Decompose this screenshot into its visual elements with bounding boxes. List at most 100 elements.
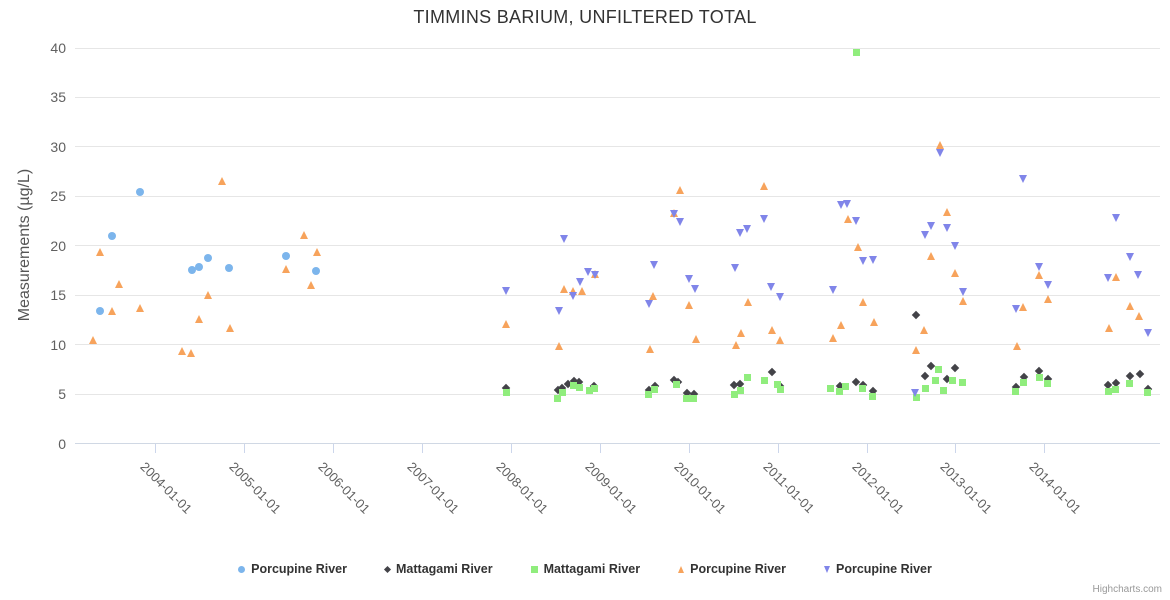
data-point[interactable]: [958, 287, 967, 296]
data-point[interactable]: [774, 380, 782, 388]
data-point[interactable]: [577, 286, 586, 295]
data-point[interactable]: [1035, 270, 1044, 279]
data-point[interactable]: [1012, 342, 1021, 351]
data-point[interactable]: [935, 365, 943, 373]
data-point[interactable]: [760, 214, 769, 223]
highcharts-credits[interactable]: Highcharts.com: [1092, 584, 1162, 595]
data-point[interactable]: [858, 257, 867, 266]
data-point[interactable]: [869, 392, 877, 400]
data-point[interactable]: [1134, 312, 1143, 321]
legend-item-porcupine-river[interactable]: Porcupine River: [824, 562, 932, 576]
data-point[interactable]: [1111, 213, 1120, 222]
data-point[interactable]: [776, 292, 785, 301]
legend-item-mattagami-river[interactable]: Mattagami River: [383, 562, 493, 576]
data-point[interactable]: [1019, 302, 1028, 311]
data-point[interactable]: [1143, 329, 1152, 338]
data-point[interactable]: [1125, 301, 1134, 310]
data-point[interactable]: [828, 334, 837, 343]
data-point[interactable]: [1133, 270, 1142, 279]
data-point[interactable]: [645, 390, 653, 398]
data-point[interactable]: [1043, 280, 1052, 289]
data-point[interactable]: [921, 384, 929, 392]
data-point[interactable]: [299, 231, 308, 240]
legend-item-mattagami-river[interactable]: Mattagami River: [530, 562, 640, 576]
data-point[interactable]: [1135, 370, 1144, 379]
data-point[interactable]: [575, 383, 583, 391]
data-point[interactable]: [836, 200, 845, 209]
data-point[interactable]: [950, 364, 959, 373]
data-point[interactable]: [108, 231, 117, 240]
data-point[interactable]: [135, 303, 144, 312]
data-point[interactable]: [760, 376, 768, 384]
data-point[interactable]: [1035, 263, 1044, 271]
data-point[interactable]: [853, 49, 861, 57]
data-point[interactable]: [828, 285, 837, 294]
data-point[interactable]: [843, 214, 852, 223]
data-point[interactable]: [959, 378, 967, 386]
data-point[interactable]: [690, 284, 699, 293]
data-point[interactable]: [921, 231, 930, 240]
data-point[interactable]: [1043, 294, 1052, 303]
data-point[interactable]: [927, 252, 936, 261]
data-point[interactable]: [912, 346, 921, 355]
data-point[interactable]: [942, 207, 951, 216]
data-point[interactable]: [186, 349, 195, 358]
data-point[interactable]: [675, 185, 684, 194]
data-point[interactable]: [836, 321, 845, 330]
data-point[interactable]: [1104, 273, 1113, 282]
data-point[interactable]: [591, 270, 600, 279]
data-point[interactable]: [1012, 387, 1020, 395]
data-point[interactable]: [932, 376, 940, 384]
data-point[interactable]: [691, 335, 700, 344]
data-point[interactable]: [768, 326, 777, 335]
data-point[interactable]: [851, 216, 860, 225]
data-point[interactable]: [869, 318, 878, 327]
data-point[interactable]: [576, 277, 585, 286]
legend-item-porcupine-river[interactable]: Porcupine River: [678, 562, 786, 576]
data-point[interactable]: [743, 225, 752, 234]
data-point[interactable]: [177, 347, 186, 356]
data-point[interactable]: [585, 386, 593, 394]
data-point[interactable]: [670, 209, 679, 218]
data-point[interactable]: [776, 385, 784, 393]
legend-item-porcupine-river[interactable]: Porcupine River: [238, 562, 347, 576]
data-point[interactable]: [958, 296, 967, 305]
data-point[interactable]: [744, 297, 753, 306]
data-point[interactable]: [767, 368, 777, 377]
data-point[interactable]: [853, 243, 862, 252]
data-point[interactable]: [281, 264, 290, 273]
data-point[interactable]: [730, 264, 739, 272]
data-point[interactable]: [1020, 378, 1028, 386]
data-point[interactable]: [841, 382, 849, 390]
data-point[interactable]: [224, 263, 233, 272]
data-point[interactable]: [204, 290, 213, 299]
data-point[interactable]: [590, 384, 598, 392]
data-point[interactable]: [736, 229, 745, 238]
data-point[interactable]: [743, 373, 751, 381]
data-point[interactable]: [554, 342, 563, 351]
data-point[interactable]: [868, 256, 877, 265]
data-point[interactable]: [926, 362, 935, 371]
data-point[interactable]: [690, 394, 698, 402]
data-point[interactable]: [1105, 324, 1114, 333]
data-point[interactable]: [911, 388, 920, 397]
data-point[interactable]: [675, 217, 684, 226]
data-point[interactable]: [194, 262, 203, 271]
data-point[interactable]: [306, 280, 315, 289]
data-point[interactable]: [651, 385, 659, 393]
data-point[interactable]: [1144, 388, 1152, 396]
data-point[interactable]: [560, 284, 569, 293]
data-point[interactable]: [942, 224, 951, 233]
data-point[interactable]: [1035, 373, 1043, 381]
data-point[interactable]: [684, 300, 693, 309]
data-point[interactable]: [108, 307, 117, 316]
data-point[interactable]: [554, 394, 562, 402]
data-point[interactable]: [936, 141, 945, 150]
data-point[interactable]: [135, 188, 144, 197]
data-point[interactable]: [1044, 379, 1052, 387]
data-point[interactable]: [827, 384, 835, 392]
data-point[interactable]: [644, 299, 653, 308]
data-point[interactable]: [312, 267, 320, 276]
data-point[interactable]: [767, 282, 776, 291]
data-point[interactable]: [584, 267, 593, 276]
